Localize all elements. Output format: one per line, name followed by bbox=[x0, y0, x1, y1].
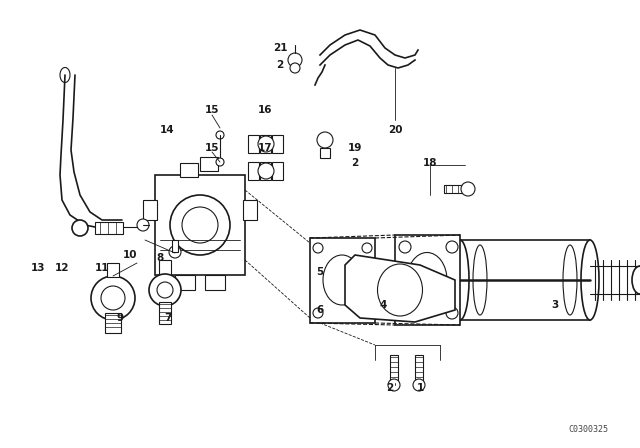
Text: 5: 5 bbox=[316, 267, 324, 277]
Circle shape bbox=[149, 274, 181, 306]
Bar bbox=[143, 200, 157, 220]
Circle shape bbox=[101, 286, 125, 310]
Text: 2: 2 bbox=[276, 60, 284, 70]
Bar bbox=[180, 163, 198, 177]
Bar bbox=[200, 157, 218, 171]
Ellipse shape bbox=[323, 255, 361, 305]
Bar bbox=[272, 135, 283, 153]
Bar bbox=[395, 235, 460, 325]
Bar bbox=[248, 162, 259, 180]
Circle shape bbox=[290, 63, 300, 73]
Text: 7: 7 bbox=[164, 313, 172, 323]
Text: 12: 12 bbox=[55, 263, 69, 273]
Circle shape bbox=[216, 131, 224, 139]
Text: 4: 4 bbox=[380, 300, 387, 310]
Ellipse shape bbox=[407, 253, 447, 307]
Circle shape bbox=[91, 276, 135, 320]
Circle shape bbox=[170, 195, 230, 255]
Bar bbox=[105, 313, 121, 333]
Bar bbox=[175, 275, 195, 290]
Circle shape bbox=[413, 379, 425, 391]
Ellipse shape bbox=[581, 240, 599, 320]
Bar bbox=[172, 240, 178, 252]
Bar bbox=[205, 275, 225, 290]
Ellipse shape bbox=[451, 240, 469, 320]
Ellipse shape bbox=[632, 266, 640, 294]
Text: 15: 15 bbox=[205, 105, 220, 115]
Text: 2: 2 bbox=[387, 383, 394, 393]
Bar bbox=[460, 240, 590, 320]
Text: 6: 6 bbox=[316, 305, 324, 315]
Bar bbox=[155, 175, 245, 275]
Circle shape bbox=[258, 163, 274, 179]
Bar bbox=[260, 162, 271, 180]
Ellipse shape bbox=[473, 245, 487, 315]
Text: 16: 16 bbox=[258, 105, 272, 115]
Text: 13: 13 bbox=[31, 263, 45, 273]
Circle shape bbox=[288, 53, 302, 67]
Bar bbox=[390, 355, 398, 383]
Circle shape bbox=[157, 282, 173, 298]
Ellipse shape bbox=[378, 264, 422, 316]
Bar bbox=[159, 302, 171, 324]
Text: 3: 3 bbox=[552, 300, 559, 310]
Text: 18: 18 bbox=[423, 158, 437, 168]
Circle shape bbox=[72, 220, 88, 236]
Circle shape bbox=[388, 379, 400, 391]
Bar bbox=[243, 200, 257, 220]
Ellipse shape bbox=[563, 245, 577, 315]
Circle shape bbox=[461, 182, 475, 196]
Text: 15: 15 bbox=[205, 143, 220, 153]
Circle shape bbox=[169, 246, 181, 258]
Bar bbox=[107, 263, 119, 277]
Bar bbox=[159, 260, 171, 278]
Bar bbox=[272, 162, 283, 180]
Circle shape bbox=[182, 207, 218, 243]
Circle shape bbox=[216, 158, 224, 166]
Bar bbox=[310, 238, 375, 323]
Bar bbox=[95, 222, 123, 234]
Circle shape bbox=[258, 136, 274, 152]
Polygon shape bbox=[345, 255, 455, 322]
Circle shape bbox=[137, 219, 149, 231]
Bar bbox=[248, 135, 259, 153]
Text: 21: 21 bbox=[273, 43, 287, 53]
Circle shape bbox=[317, 132, 333, 148]
Text: 8: 8 bbox=[156, 253, 164, 263]
Text: 10: 10 bbox=[123, 250, 137, 260]
Bar bbox=[415, 355, 423, 383]
Text: 14: 14 bbox=[160, 125, 174, 135]
Text: 11: 11 bbox=[95, 263, 109, 273]
Text: C0300325: C0300325 bbox=[568, 426, 608, 435]
Text: 1: 1 bbox=[417, 383, 424, 393]
Text: 2: 2 bbox=[351, 158, 358, 168]
Text: 17: 17 bbox=[258, 143, 272, 153]
Bar bbox=[320, 148, 330, 158]
Text: 20: 20 bbox=[388, 125, 403, 135]
Bar bbox=[444, 185, 466, 193]
Text: 19: 19 bbox=[348, 143, 362, 153]
Bar bbox=[260, 135, 271, 153]
Text: 9: 9 bbox=[116, 313, 124, 323]
